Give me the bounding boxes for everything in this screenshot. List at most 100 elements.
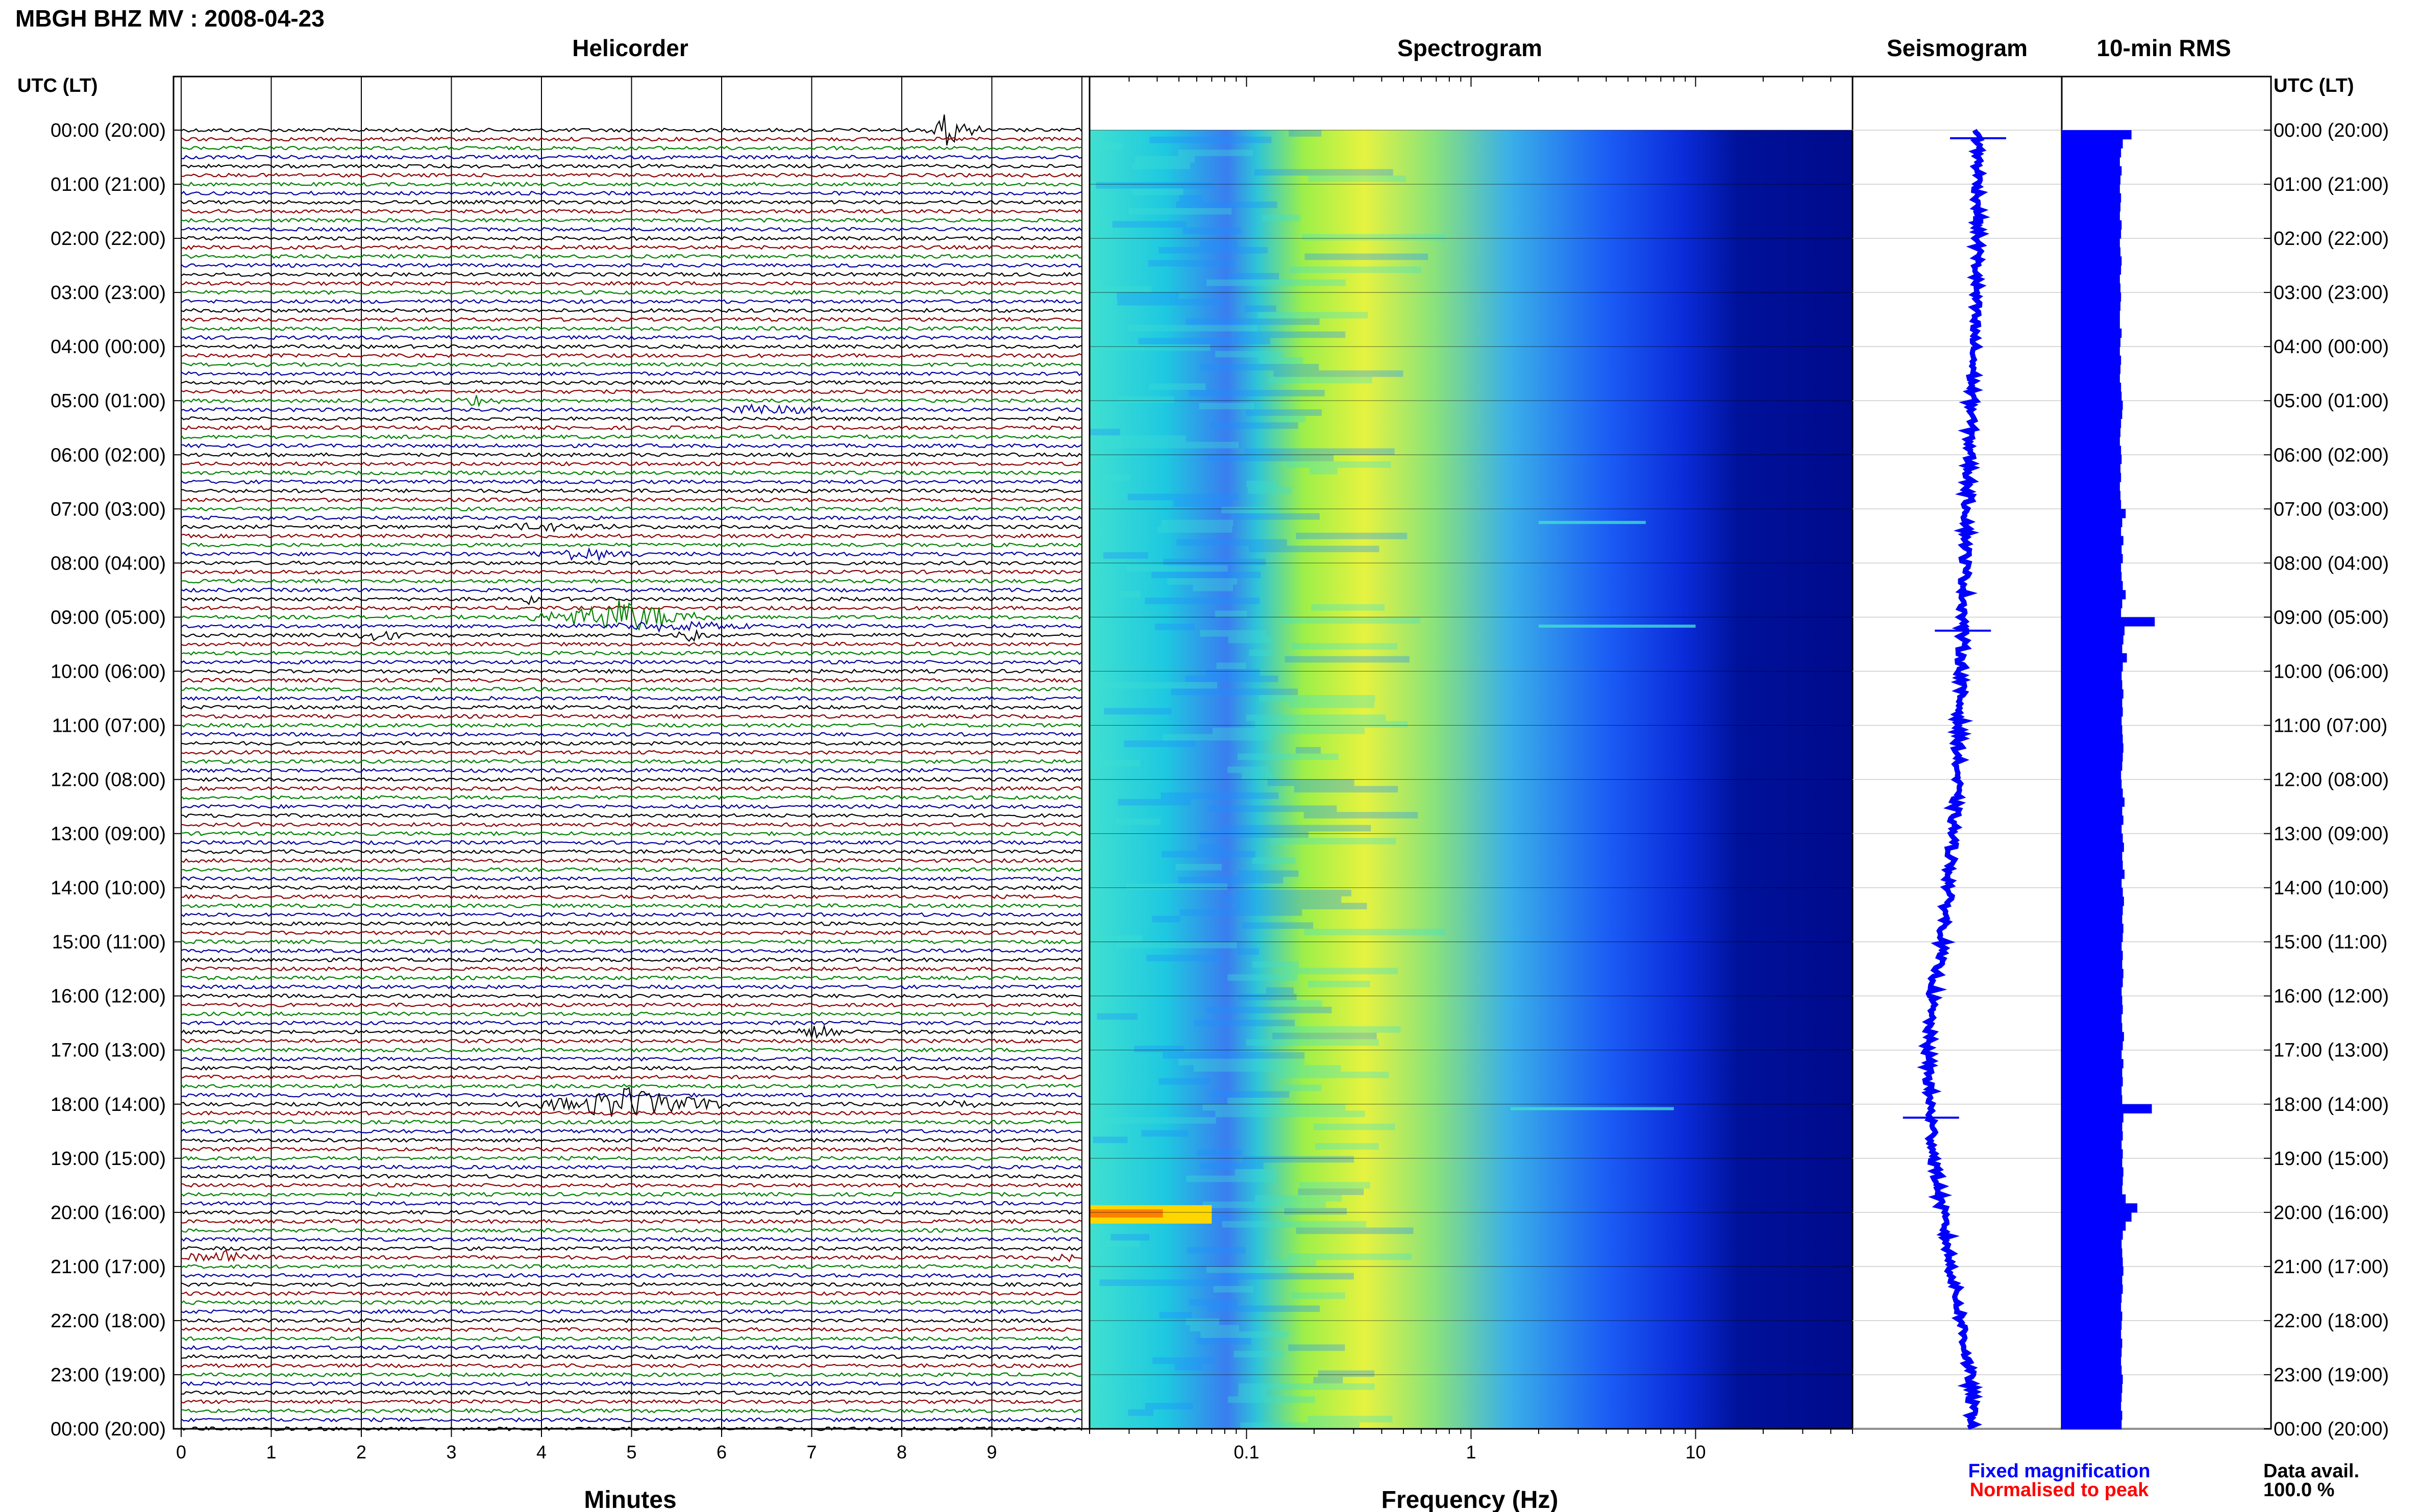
helicorder-trace (181, 506, 1082, 512)
rms-bar (2062, 1257, 2123, 1267)
helicorder-trace (181, 1354, 1082, 1359)
right-time-axis: 00:00 (20:00) 01:00 (21:00) 02:00 (22:00) 0… (2264, 120, 2389, 1440)
time-tick-label: 23:00 (19:00) (51, 1365, 166, 1386)
rms-bar (2062, 1221, 2126, 1231)
helicorder-trace (181, 281, 1082, 286)
rms-bar (2062, 996, 2122, 1005)
rms-bar (2062, 824, 2122, 834)
spectrogram-cell (1093, 1136, 1128, 1144)
frequency-tick-label: 1 (1466, 1442, 1476, 1463)
spectrogram-cell (1296, 1227, 1414, 1234)
spectrogram-cell (1211, 1091, 1290, 1098)
spectrogram-cell (1259, 357, 1303, 364)
rms-bar (2062, 1212, 2132, 1222)
rms-bar (2062, 337, 2121, 347)
left-time-axis: 00:00 (20:00) 01:00 (21:00) 02:00 (22:00) 0… (51, 120, 181, 1440)
spectrogram-cell (1163, 734, 1273, 741)
seismogram-trace (1917, 129, 1990, 1430)
spectrogram-cell (1167, 578, 1238, 585)
helicorder-trace (181, 1110, 1082, 1116)
spectrogram-cell (1132, 162, 1190, 169)
spectrogram-cell (1206, 1006, 1332, 1013)
spectrogram-cell (1149, 383, 1206, 390)
helicorder-trace (181, 1011, 1082, 1017)
helicorder-trace (181, 344, 1082, 350)
helicorder-trace (181, 1327, 1082, 1332)
spectrogram-cell (1285, 656, 1410, 663)
spectrogram-line (1510, 1107, 1674, 1110)
helicorder-trace (181, 696, 1082, 701)
spectrogram-cell (1179, 909, 1302, 916)
rms-bar (2062, 544, 2122, 555)
rms-bar (2062, 959, 2122, 970)
spectrogram-cell (1238, 870, 1299, 877)
spectrogram-cell (1302, 234, 1447, 241)
helicorder-trace (181, 804, 1082, 809)
helicorder-trace (181, 984, 1082, 990)
helicorder-trace (181, 1155, 1082, 1161)
spectrogram-cell (1163, 558, 1266, 565)
helicorder-trace (181, 594, 1082, 606)
rms-bar (2062, 455, 2122, 464)
helicorder-trace (181, 452, 1082, 458)
rms-bar (2062, 220, 2122, 230)
spectrogram-cell (1275, 1072, 1389, 1078)
spectrogram-cell (1120, 591, 1141, 598)
helicorder-trace (181, 723, 1082, 728)
spectrogram-cell (1215, 351, 1283, 358)
helicorder-trace (181, 434, 1082, 439)
rms-bar (2062, 924, 2124, 933)
time-tick-label: 20:00 (16:00) (51, 1202, 166, 1224)
spectrogram-cell (1107, 441, 1239, 449)
spectrogram-cell (1190, 1325, 1239, 1332)
helicorder-trace (181, 903, 1082, 908)
helicorder-trace (181, 795, 1082, 801)
helicorder-trace (181, 522, 1082, 533)
frequency-tick-label: 10 (1685, 1442, 1706, 1463)
helicorder-trace (181, 190, 1082, 196)
spectrogram-cell (1315, 1143, 1379, 1150)
rms-bar (2062, 301, 2121, 311)
helicorder-trace (181, 114, 1082, 146)
spectrogram-cell (1266, 987, 1294, 994)
spectrogram-cell (1099, 143, 1123, 150)
spectrogram-cell (1267, 779, 1354, 786)
spectrogram-cell (1246, 481, 1277, 487)
helicorder-trace (181, 172, 1082, 178)
spectrogram-cell (1132, 188, 1183, 195)
time-tick-label: 12:00 (08:00) (2274, 770, 2389, 791)
helicorder-trace (181, 1318, 1082, 1323)
helicorder-trace (181, 1336, 1082, 1342)
helicorder-trace (181, 1083, 1082, 1089)
spectrogram-cell (1205, 669, 1260, 676)
spectrogram-cell (1193, 584, 1233, 591)
helicorder-trace (181, 547, 1082, 562)
spectrogram-cell (1282, 968, 1398, 975)
helicorder-trace (181, 395, 1082, 408)
rms-bar (2062, 1366, 2122, 1375)
helicorder-trace (181, 849, 1082, 854)
helicorder-trace (181, 1002, 1082, 1008)
spectrogram-cell (1186, 1175, 1278, 1182)
helicorder-trace (181, 600, 1082, 631)
helicorder-trace (181, 1192, 1082, 1197)
spectrogram-cell (1291, 1292, 1345, 1299)
rms-bar (2062, 1077, 2123, 1086)
helicorder-trace (181, 885, 1082, 890)
spectrogram-cell (1117, 299, 1224, 306)
helicorder-trace (181, 786, 1082, 791)
rms-bar (2062, 428, 2121, 437)
rms-bar (2062, 951, 2123, 960)
helicorder-panel (172, 76, 1091, 1432)
spectrogram-title: Spectrogram (1397, 35, 1542, 61)
rms-bar (2062, 1410, 2122, 1420)
time-tick-label: 18:00 (14:00) (51, 1094, 166, 1116)
rms-bar (2062, 364, 2121, 374)
time-tick-label: 13:00 (09:00) (2274, 824, 2389, 845)
rms-bar (2062, 635, 2124, 645)
helicorder-trace (181, 1345, 1082, 1351)
rms-bar (2062, 1185, 2122, 1195)
helicorder-trace (181, 470, 1082, 476)
spectrogram-cell (1159, 1311, 1192, 1319)
spectrogram-cell (1239, 1383, 1375, 1390)
